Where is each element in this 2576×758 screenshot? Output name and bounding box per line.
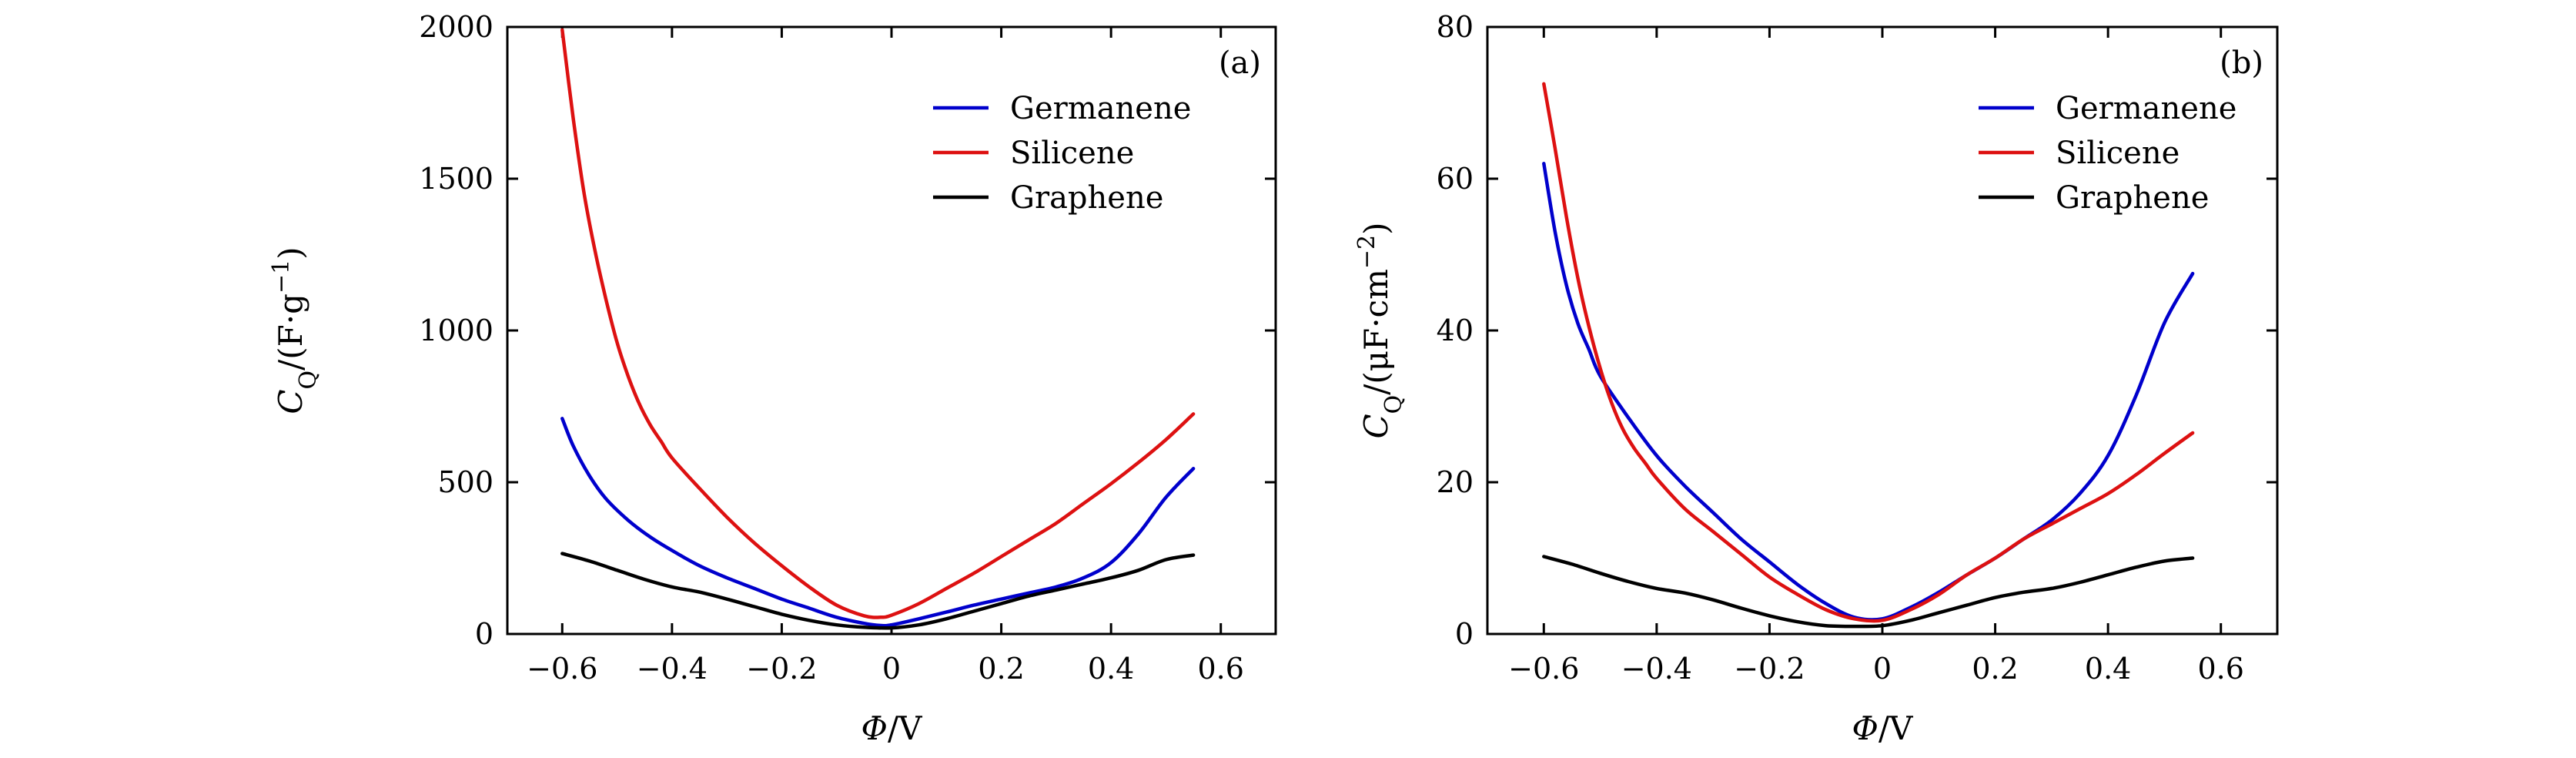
y-tick-label: 40 xyxy=(1437,314,1474,347)
panel-label-b: (b) xyxy=(2220,45,2263,81)
x-axis-symbol: Φ xyxy=(861,709,888,747)
series-line-silicene xyxy=(560,28,1196,619)
series-line-germanene xyxy=(560,417,1196,628)
y-tick-label: 0 xyxy=(1455,617,1474,651)
y-tick-label: 60 xyxy=(1437,162,1474,196)
x-tick-label: 0.2 xyxy=(1972,652,2018,686)
y-axis-unit-exponent: −1 xyxy=(268,260,295,293)
y-axis-subscript: Q xyxy=(1380,395,1407,414)
chart-panel-a: −0.6 −0.4 −0.2 0 0.2 0.4 0.6 0 500 1000 1500 2000 (… xyxy=(268,10,1277,747)
legend-label-silicene: Silicene xyxy=(2056,136,2180,171)
legend-a: Germanene Silicene Graphene xyxy=(933,91,1191,216)
y-axis-symbol: C xyxy=(1357,414,1395,438)
x-tick-label: −0.6 xyxy=(527,652,597,686)
legend-label-graphene: Graphene xyxy=(1010,180,1163,216)
series-line-silicene xyxy=(1542,82,2195,623)
curves-b xyxy=(1542,82,2195,629)
x-axis-symbol: Φ xyxy=(1852,709,1878,747)
legend-label-silicene: Silicene xyxy=(1010,136,1134,171)
legend-label-graphene: Graphene xyxy=(2056,180,2209,216)
x-tick-label: −0.4 xyxy=(1621,652,1692,686)
x-tick-label: −0.2 xyxy=(746,652,817,686)
x-axis-unit: /V xyxy=(888,709,922,747)
legend-b: Germanene Silicene Graphene xyxy=(1979,91,2236,216)
y-tick-label: 80 xyxy=(1437,10,1474,44)
y-tick-label: 1000 xyxy=(419,314,493,347)
chart-panel-b: −0.6 −0.4 −0.2 0 0.2 0.4 0.6 0 20 40 60 80 (b) Germ… xyxy=(1353,10,2279,747)
ticks-b: −0.6 −0.4 −0.2 0 0.2 0.4 0.6 0 20 40 60 80 xyxy=(1437,10,2277,686)
x-tick-label: 0.4 xyxy=(2085,652,2131,686)
x-tick-label: 0.6 xyxy=(1197,652,1243,686)
ticks-a: −0.6 −0.4 −0.2 0 0.2 0.4 0.6 0 500 1000 1500 2000 xyxy=(419,10,1276,686)
y-axis-unit-open: /(μF·cm xyxy=(1357,269,1395,395)
series-line-germanene xyxy=(1542,162,2195,622)
y-axis-unit-close: ) xyxy=(272,247,309,259)
y-tick-label: 1500 xyxy=(419,162,493,196)
y-axis-unit-open: /(F·g xyxy=(272,293,309,371)
y-axis-subscript: Q xyxy=(295,371,322,390)
series-line-graphene xyxy=(560,552,1196,630)
x-tick-label: −0.2 xyxy=(1734,652,1805,686)
y-tick-label: 20 xyxy=(1437,465,1474,499)
curves-a xyxy=(560,28,1196,630)
x-tick-label: 0.4 xyxy=(1088,652,1134,686)
panel-label-a: (a) xyxy=(1219,45,1261,81)
x-tick-label: −0.6 xyxy=(1508,652,1579,686)
y-axis-unit-close: ) xyxy=(1357,222,1395,234)
legend-label-germanene: Germanene xyxy=(2056,91,2236,126)
legend-label-germanene: Germanene xyxy=(1010,91,1191,126)
x-axis-title-a: Φ/V xyxy=(861,709,923,747)
y-tick-label: 0 xyxy=(475,617,493,651)
series-line-graphene xyxy=(1542,555,2195,629)
x-tick-label: 0 xyxy=(1873,652,1892,686)
y-axis-unit-exponent: −2 xyxy=(1353,235,1380,269)
x-tick-label: 0 xyxy=(882,652,901,686)
y-tick-label: 2000 xyxy=(419,10,493,44)
x-tick-label: 0.2 xyxy=(978,652,1024,686)
y-tick-label: 500 xyxy=(437,465,493,499)
x-tick-label: 0.6 xyxy=(2197,652,2243,686)
x-axis-unit: /V xyxy=(1878,709,1913,747)
x-axis-title-b: Φ/V xyxy=(1852,709,1914,747)
y-axis-title-b: CQ/(μF·cm−2) xyxy=(1353,222,1407,438)
y-axis-title-a: CQ/(F·g−1) xyxy=(268,247,322,414)
y-axis-symbol: C xyxy=(272,390,309,414)
x-tick-label: −0.4 xyxy=(637,652,708,686)
